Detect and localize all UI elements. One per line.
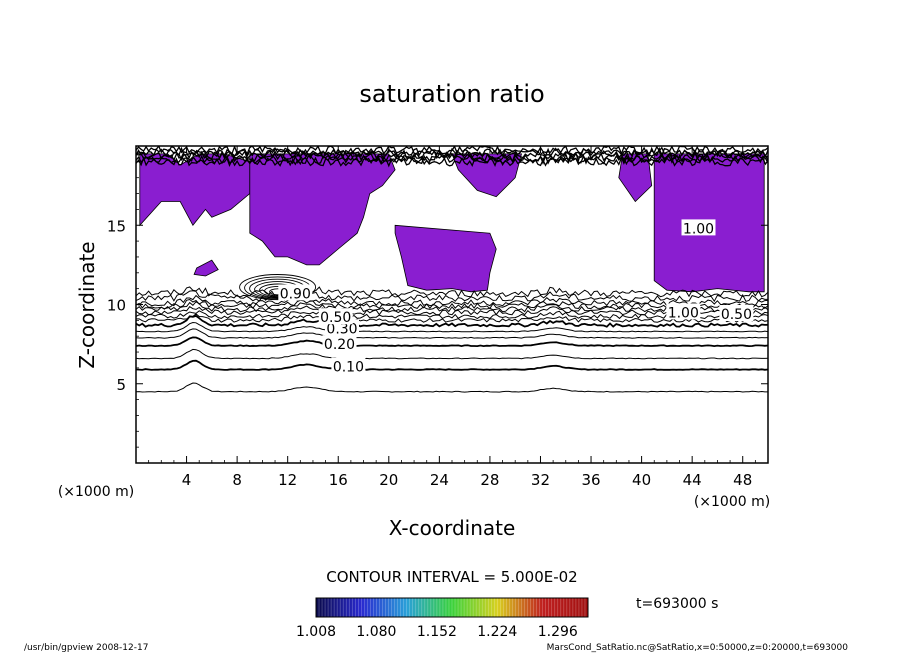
shaded-region-small-27 — [451, 153, 523, 198]
x-tick-label: 44 — [683, 471, 702, 489]
x-tick-label: 32 — [531, 471, 550, 489]
colorbar-tick-label: 1.080 — [356, 624, 396, 640]
contour-line — [136, 294, 768, 307]
colorbar-tick-label: 1.008 — [296, 624, 336, 640]
x-tick-label: 20 — [379, 471, 398, 489]
colorbar-ticks: 1.008 1.080 1.152 1.224 1.296 — [296, 624, 578, 640]
x-axis-ticks: 4 8 12 16 20 24 28 32 36 40 44 48 — [148, 146, 756, 489]
contour-line — [136, 301, 768, 313]
shaded-regions — [139, 153, 765, 293]
x-tick-label: 40 — [632, 471, 651, 489]
contour-labels: 0.100.200.300.500.901.000.501.00 — [278, 219, 754, 375]
x-axis-label: X-coordinate — [389, 516, 516, 540]
colorbar-tick-label: 1.152 — [417, 624, 457, 640]
footer-right: MarsCond_SatRatio.nc@SatRatio,x=0:50000,… — [547, 643, 849, 653]
contour-label: 1.00 — [668, 305, 699, 321]
contour-lines — [136, 146, 768, 393]
contour-label: 0.90 — [280, 286, 311, 302]
shaded-region-small-5 — [193, 259, 219, 277]
contour-line — [136, 305, 768, 316]
time-label: t=693000 s — [636, 596, 718, 612]
plot-area: 0.100.200.300.500.901.000.501.00 — [135, 145, 769, 464]
colorbar-gradient — [316, 598, 588, 617]
contour-label-bg — [322, 335, 357, 352]
contour-line — [136, 321, 768, 333]
contour-label: 0.20 — [324, 337, 355, 353]
y-tick-label: 15 — [107, 217, 126, 235]
x-tick-label: 28 — [480, 471, 499, 489]
colorbar-tick-label: 1.296 — [538, 624, 578, 640]
contour-line — [136, 286, 768, 298]
colorbar-tick-label: 1.224 — [477, 624, 517, 640]
contour-label-bg — [318, 308, 353, 325]
y-tick-label: 10 — [107, 297, 126, 315]
contour-interval-text: CONTOUR INTERVAL = 5.000E-02 — [326, 568, 577, 586]
contour-label-bg — [331, 357, 366, 374]
contour-label: 1.00 — [683, 221, 714, 237]
shaded-region-mid-21-28 — [394, 224, 497, 293]
contour-line — [136, 348, 768, 360]
chart-title: saturation ratio — [359, 80, 544, 108]
shaded-region-left-top — [139, 153, 251, 227]
x-tick-label: 48 — [733, 471, 752, 489]
contour-label: 0.50 — [320, 310, 351, 326]
shaded-region-small-40 — [618, 153, 653, 203]
contour-line — [136, 382, 768, 393]
contour-line — [136, 313, 768, 323]
contour-line — [136, 314, 768, 328]
contour-label: 0.30 — [326, 321, 357, 337]
contour-label: 0.50 — [721, 307, 752, 323]
x-tick-label: 8 — [232, 471, 242, 489]
x-tick-label: 24 — [430, 471, 449, 489]
footer-left: /usr/bin/gpview 2008-12-17 — [24, 643, 148, 653]
contour-label-bg — [278, 284, 313, 301]
contour-line — [136, 359, 768, 371]
contour-line — [136, 336, 768, 348]
z-unit-label: (×1000 m) — [58, 484, 134, 500]
x-tick-label: 16 — [329, 471, 348, 489]
contour-line-top — [136, 149, 768, 161]
shaded-region-band-8-20 — [249, 153, 396, 266]
contour-label: 0.10 — [333, 359, 364, 375]
x-tick-label: 12 — [278, 471, 297, 489]
x-tick-label: 36 — [581, 471, 600, 489]
y-axis-ticks: 5 10 15 — [107, 161, 768, 448]
contour-line — [136, 310, 768, 320]
contour-line — [136, 298, 768, 310]
colorbar: 1.008 1.080 1.152 1.224 1.296 — [296, 597, 589, 640]
contour-line-top — [136, 146, 768, 156]
contour-loop — [239, 274, 317, 301]
contour-line — [136, 290, 768, 303]
colorbar-frame — [315, 597, 589, 618]
contour-label-bg — [681, 219, 716, 236]
contour-label-bg — [666, 303, 701, 320]
contour-line — [136, 328, 768, 339]
x-unit-label: (×1000 m) — [694, 494, 770, 510]
colorbar-stripes — [318, 598, 586, 617]
x-tick-label: 4 — [182, 471, 192, 489]
contour-label-bg — [719, 305, 754, 321]
y-tick-label: 5 — [116, 376, 126, 394]
contour-line-top — [136, 156, 768, 168]
y-axis-label: Z-coordinate — [75, 241, 99, 368]
